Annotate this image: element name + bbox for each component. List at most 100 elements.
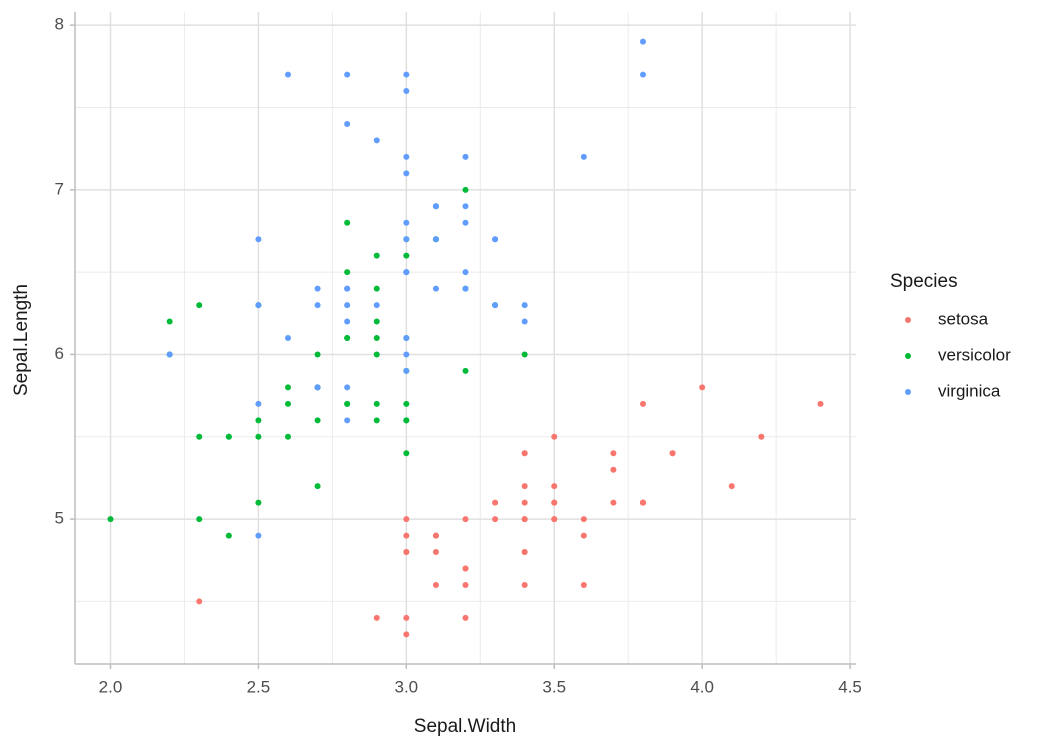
point <box>373 285 380 292</box>
point <box>255 236 262 243</box>
point <box>492 516 499 523</box>
legend-title: Species <box>890 271 958 292</box>
point <box>521 318 528 325</box>
point <box>610 450 617 457</box>
point <box>196 516 203 523</box>
point <box>462 565 469 572</box>
point <box>817 400 824 407</box>
x-axis-title: Sepal.Width <box>414 716 516 737</box>
y-tick-label: 5 <box>55 509 64 528</box>
point <box>432 203 439 210</box>
point <box>462 367 469 374</box>
point <box>521 450 528 457</box>
x-tick-label: 2.0 <box>99 677 123 696</box>
point <box>344 318 351 325</box>
point <box>344 269 351 276</box>
point <box>225 433 232 440</box>
point <box>344 120 351 127</box>
point <box>344 417 351 424</box>
point <box>492 302 499 309</box>
point <box>462 269 469 276</box>
point <box>462 153 469 160</box>
point <box>344 219 351 226</box>
point <box>314 417 321 424</box>
point <box>403 417 410 424</box>
point <box>462 285 469 292</box>
point <box>580 581 587 588</box>
point <box>521 499 528 506</box>
point <box>314 384 321 391</box>
point <box>344 302 351 309</box>
point <box>403 614 410 621</box>
point <box>521 581 528 588</box>
legend-key <box>905 353 911 359</box>
point <box>728 483 735 490</box>
point <box>373 137 380 144</box>
point <box>521 302 528 309</box>
point <box>669 450 676 457</box>
point <box>107 516 114 523</box>
point <box>373 400 380 407</box>
point <box>462 581 469 588</box>
point <box>255 417 262 424</box>
point <box>403 252 410 259</box>
point <box>432 285 439 292</box>
point <box>344 400 351 407</box>
point <box>225 532 232 539</box>
point <box>166 351 173 358</box>
point <box>403 153 410 160</box>
point <box>373 417 380 424</box>
point <box>521 549 528 556</box>
point <box>432 236 439 243</box>
point <box>403 516 410 523</box>
point <box>344 71 351 78</box>
point <box>610 466 617 473</box>
point <box>403 335 410 341</box>
x-tick-label: 4.5 <box>838 677 862 696</box>
point <box>640 499 646 506</box>
point <box>580 532 587 539</box>
point <box>373 252 380 259</box>
point <box>255 499 262 506</box>
point <box>403 400 410 407</box>
point <box>285 433 291 440</box>
legend-label: virginica <box>938 381 1001 400</box>
point <box>166 318 173 325</box>
point <box>521 351 528 358</box>
point <box>758 433 765 440</box>
point <box>462 203 469 210</box>
point <box>344 384 351 391</box>
point <box>255 400 262 407</box>
point <box>314 483 321 490</box>
point <box>403 450 410 457</box>
point <box>373 614 380 621</box>
point <box>403 219 410 226</box>
point <box>373 318 380 325</box>
point <box>403 532 410 539</box>
legend-label: versicolor <box>938 345 1011 364</box>
point <box>373 351 380 358</box>
point <box>551 516 558 523</box>
point <box>196 433 203 440</box>
point <box>462 614 469 621</box>
point <box>255 302 262 309</box>
point <box>640 71 646 78</box>
point <box>432 532 439 539</box>
y-tick-label: 7 <box>55 179 64 198</box>
point <box>314 285 321 292</box>
point <box>403 236 410 243</box>
point <box>373 335 380 341</box>
point <box>403 71 410 78</box>
point <box>521 516 528 523</box>
y-tick-label: 8 <box>55 15 64 34</box>
point <box>403 549 410 556</box>
point <box>610 499 617 506</box>
point <box>403 631 410 638</box>
legend-key <box>905 389 911 395</box>
x-tick-label: 3.0 <box>395 677 419 696</box>
point <box>196 302 203 309</box>
point <box>403 351 410 358</box>
point <box>403 170 410 177</box>
point <box>314 351 321 358</box>
